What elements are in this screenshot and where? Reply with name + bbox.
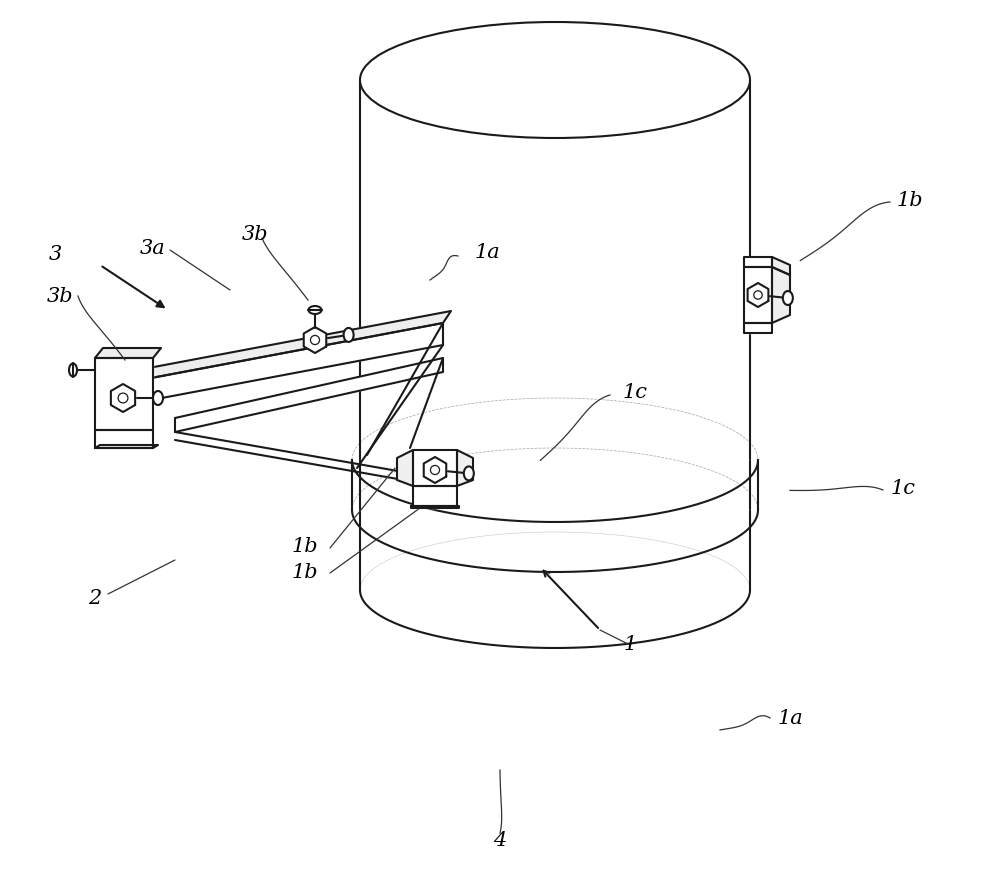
Text: 1b: 1b xyxy=(292,564,318,582)
Ellipse shape xyxy=(344,328,354,342)
Polygon shape xyxy=(397,450,413,486)
Text: 1c: 1c xyxy=(891,478,916,498)
Text: 3a: 3a xyxy=(140,238,166,258)
Text: 1a: 1a xyxy=(777,708,803,728)
Text: 3b: 3b xyxy=(242,226,268,244)
Ellipse shape xyxy=(308,306,322,314)
Ellipse shape xyxy=(69,364,77,376)
Text: 1b: 1b xyxy=(897,191,923,210)
Text: 1: 1 xyxy=(623,635,637,655)
Text: 2: 2 xyxy=(88,589,102,607)
Text: 3: 3 xyxy=(48,245,62,265)
Ellipse shape xyxy=(153,391,163,405)
Polygon shape xyxy=(772,257,790,275)
Polygon shape xyxy=(111,384,135,412)
Polygon shape xyxy=(130,323,443,404)
Polygon shape xyxy=(744,267,772,323)
Text: 3b: 3b xyxy=(47,286,73,305)
Polygon shape xyxy=(130,311,451,382)
Ellipse shape xyxy=(464,467,474,481)
Text: 4: 4 xyxy=(493,830,507,849)
Polygon shape xyxy=(744,323,772,333)
Polygon shape xyxy=(424,457,446,483)
Polygon shape xyxy=(413,450,457,486)
Polygon shape xyxy=(352,460,758,510)
Polygon shape xyxy=(411,506,459,508)
Polygon shape xyxy=(304,327,326,353)
Polygon shape xyxy=(413,486,457,506)
Polygon shape xyxy=(772,267,790,323)
Polygon shape xyxy=(95,348,161,358)
Polygon shape xyxy=(175,358,443,432)
Polygon shape xyxy=(457,450,473,486)
Ellipse shape xyxy=(360,22,750,138)
Ellipse shape xyxy=(783,291,793,305)
Polygon shape xyxy=(95,445,158,448)
Text: 1b: 1b xyxy=(292,536,318,556)
Polygon shape xyxy=(95,358,153,430)
Text: 1a: 1a xyxy=(474,243,500,261)
Polygon shape xyxy=(748,283,768,307)
Polygon shape xyxy=(360,590,750,648)
Polygon shape xyxy=(360,80,750,590)
Polygon shape xyxy=(744,257,772,267)
Polygon shape xyxy=(95,430,153,448)
Text: 1c: 1c xyxy=(622,384,648,402)
